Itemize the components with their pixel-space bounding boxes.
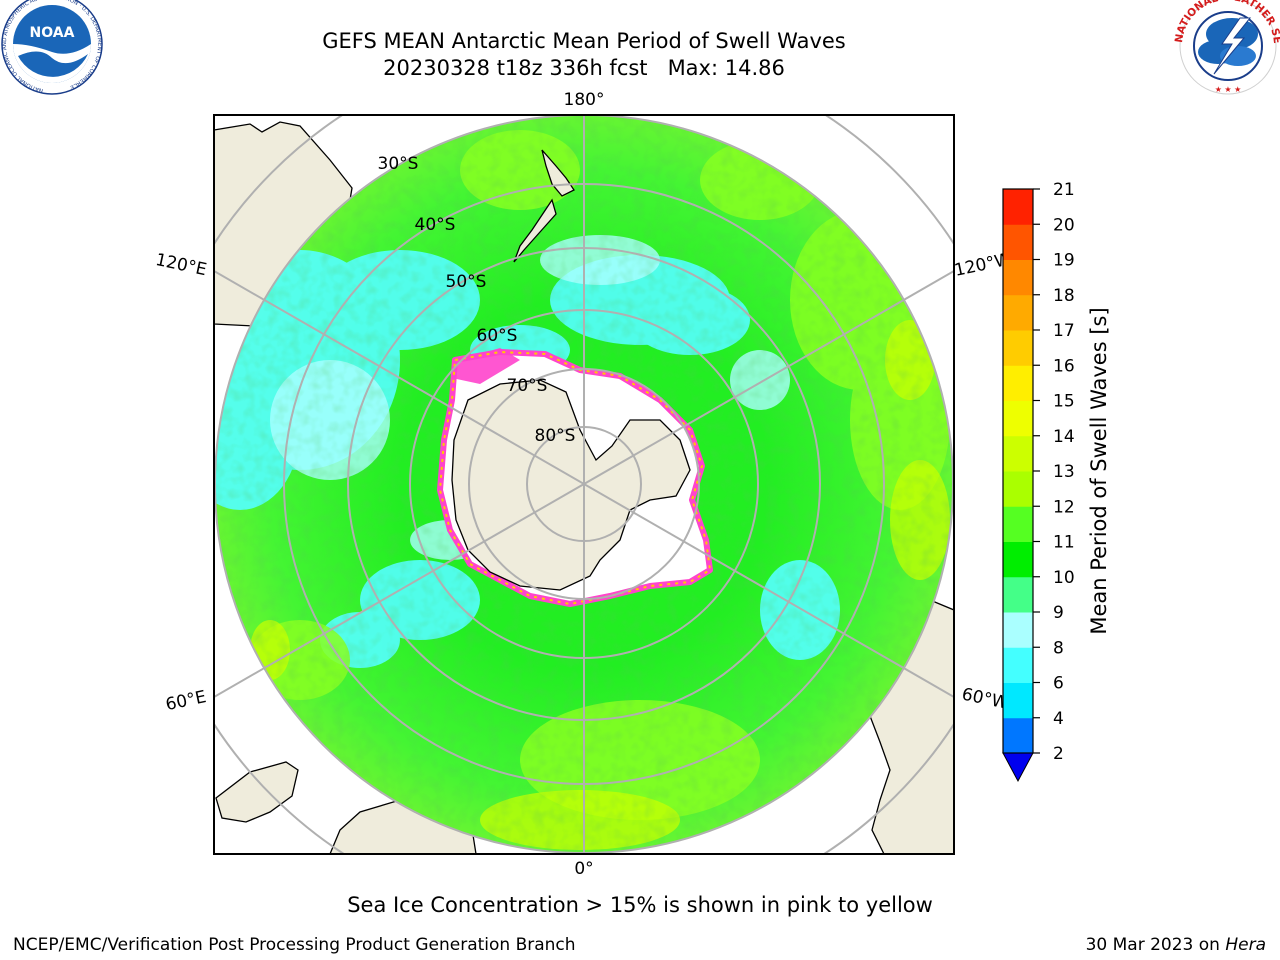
colorbar-segment	[1003, 330, 1033, 366]
colorbar-segment	[1003, 435, 1033, 472]
colorbar-tick-label: 15	[1053, 392, 1075, 412]
lon-label-upper-left: 120°E	[154, 250, 209, 280]
map-frame	[213, 114, 955, 855]
colorbar-tick-label: 12	[1053, 497, 1075, 517]
lat-label-60s: 60°S	[477, 326, 518, 346]
colorbar-tick-label: 2	[1053, 744, 1064, 764]
colorbar-segment	[1003, 224, 1033, 260]
nws-stars: ★ ★ ★	[1215, 85, 1242, 94]
colorbar-label: Mean Period of Swell Waves [s]	[1087, 307, 1111, 634]
lon-label-bottom: 0°	[574, 859, 593, 879]
colorbar-tick-label: 13	[1053, 462, 1075, 482]
colorbar: 2 4 6 8 9 10 11 12 13 14 15 16 17 18 19 20 21 Mean Perio…	[1002, 180, 1111, 783]
colorbar-segment	[1003, 259, 1033, 296]
colorbar-tick-label: 11	[1053, 533, 1075, 553]
map-panel: 180° 0° 120°E 60°E 120°W 60°W 30°S 40°S …	[154, 90, 1014, 879]
colorbar-segment	[1003, 471, 1033, 507]
colorbar-tick-label: 4	[1053, 709, 1064, 729]
colorbar-tick-label: 19	[1053, 251, 1075, 271]
sea-ice-note: Sea Ice Concentration > 15% is shown in …	[347, 893, 933, 917]
title-line1: GEFS MEAN Antarctic Mean Period of Swell…	[322, 29, 846, 53]
colorbar-segments	[1003, 189, 1033, 754]
colorbar-tick-label: 21	[1053, 180, 1075, 200]
colorbar-tick-label: 17	[1053, 321, 1075, 341]
colorbar-tick-label: 10	[1053, 568, 1075, 588]
colorbar-tick-label: 20	[1053, 215, 1075, 235]
colorbar-segment	[1003, 541, 1033, 578]
colorbar-tick-label: 16	[1053, 356, 1075, 376]
colorbar-under-triangle	[1002, 752, 1034, 783]
footer-right: 30 Mar 2023 on Hera	[1086, 935, 1266, 955]
colorbar-segment	[1003, 682, 1033, 719]
title-line2: 20230328 t18z 336h fcst Max: 14.86	[383, 56, 785, 80]
colorbar-ticks: 2 4 6 8 9 10 11 12 13 14 15 16 17 18 19 20 21	[1033, 180, 1075, 764]
colorbar-segment	[1003, 189, 1033, 225]
colorbar-tick-label: 8	[1053, 638, 1064, 658]
colorbar-segment	[1003, 294, 1033, 331]
colorbar-segment	[1003, 612, 1033, 648]
lat-label-80s: 80°S	[535, 426, 576, 446]
footer-host: Hera	[1225, 935, 1266, 955]
colorbar-segment	[1003, 400, 1033, 437]
noaa-logo: NOAA NATIONAL OCEANIC AND ATMOSPHERIC AD…	[1, 0, 103, 95]
lat-label-50s: 50°S	[446, 272, 487, 292]
colorbar-segment	[1003, 647, 1033, 683]
colorbar-segment	[1003, 506, 1033, 542]
colorbar-tick-label: 9	[1053, 603, 1064, 623]
lat-label-70s: 70°S	[507, 376, 548, 396]
colorbar-segment	[1003, 365, 1033, 401]
colorbar-segment	[1003, 576, 1033, 613]
footer-date: 30 Mar 2023 on	[1086, 935, 1226, 955]
lon-label-top: 180°	[564, 90, 605, 110]
colorbar-tick-label: 18	[1053, 286, 1075, 306]
lat-label-30s: 30°S	[378, 154, 419, 174]
noaa-logo-text: NOAA	[30, 25, 75, 41]
lat-label-40s: 40°S	[415, 215, 456, 235]
footer-left: NCEP/EMC/Verification Post Processing Pr…	[13, 935, 576, 955]
colorbar-tick-label: 6	[1053, 674, 1064, 694]
colorbar-segment	[1003, 717, 1033, 754]
colorbar-tick-label: 14	[1053, 427, 1075, 447]
lon-label-lower-left: 60°E	[164, 687, 208, 715]
